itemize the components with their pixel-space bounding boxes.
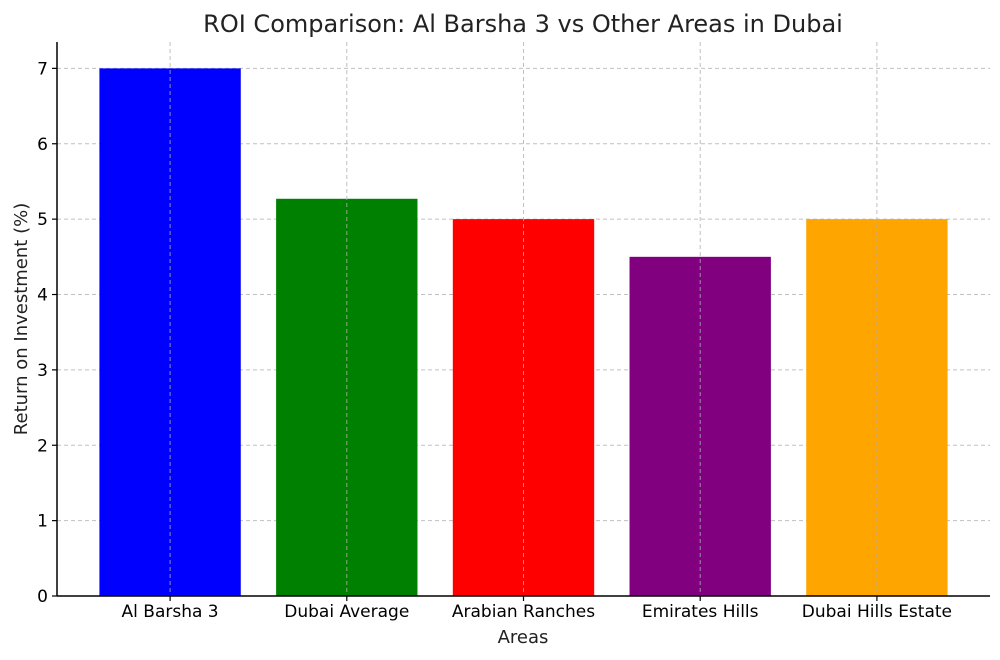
bar [276, 198, 418, 596]
x-tick-label: Dubai Hills Estate [802, 602, 952, 622]
x-tick-label: Emirates Hills [642, 602, 759, 622]
y-tick-label: 5 [37, 210, 48, 230]
y-tick-label: 7 [37, 59, 48, 79]
vertical-grid [169, 42, 878, 596]
chart-title: ROI Comparison: Al Barsha 3 vs Other Are… [203, 10, 843, 38]
y-tick-label: 2 [37, 436, 48, 456]
x-tick-label: Al Barsha 3 [122, 602, 219, 622]
y-tick-label: 3 [37, 361, 48, 381]
axes [52, 42, 990, 601]
y-tick-labels: 0 1 2 3 4 5 6 7 [37, 59, 48, 607]
y-tick-label: 1 [37, 512, 48, 532]
bar [629, 256, 771, 596]
y-tick-label: 6 [37, 135, 48, 155]
y-tick-label: 0 [37, 587, 48, 607]
x-tick-labels: Al Barsha 3 Dubai Average Arabian Ranches E… [122, 602, 952, 622]
x-axis-label: Areas [498, 627, 549, 648]
x-tick-label: Dubai Average [284, 602, 409, 622]
x-tick-label: Arabian Ranches [452, 602, 595, 622]
y-axis-label: Return on Investment (%) [11, 203, 32, 435]
y-tick-label: 4 [37, 286, 48, 306]
